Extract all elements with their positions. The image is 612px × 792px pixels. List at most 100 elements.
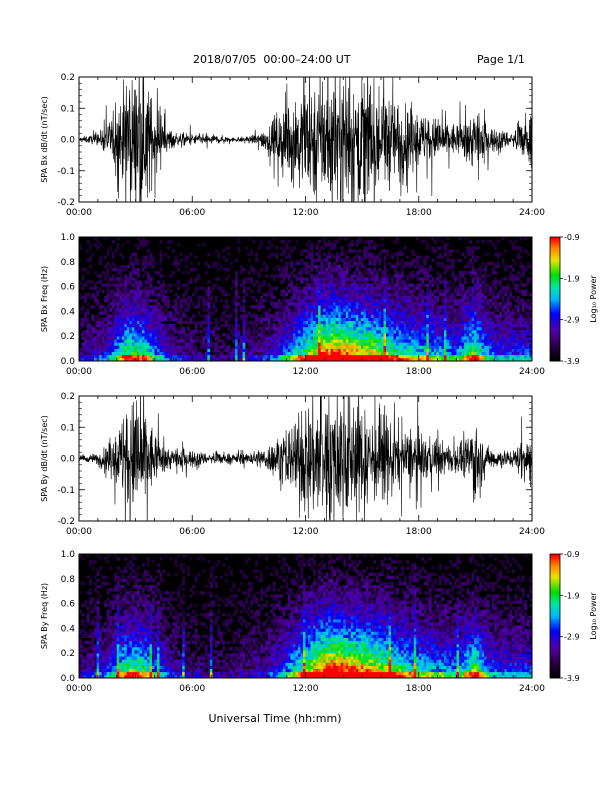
heatmap-cell bbox=[333, 246, 336, 250]
heatmap-cell bbox=[333, 240, 336, 244]
heatmap-cell bbox=[207, 339, 211, 343]
heatmap-cell bbox=[302, 339, 306, 343]
heatmap-cell bbox=[257, 289, 261, 294]
heatmap-cell bbox=[348, 295, 352, 300]
heatmap-cell bbox=[511, 330, 515, 334]
heatmap-cell bbox=[313, 323, 316, 328]
heatmap-cell bbox=[270, 342, 274, 346]
heatmap-cell bbox=[86, 258, 90, 263]
heatmap-cell bbox=[459, 317, 462, 321]
heatmap-cell bbox=[111, 240, 115, 244]
heatmap-cell bbox=[146, 274, 150, 278]
heatmap-cell bbox=[280, 240, 284, 244]
heatmap-cell bbox=[464, 326, 467, 331]
heatmap-cell bbox=[529, 305, 533, 309]
heatmap-cell bbox=[318, 280, 321, 284]
heatmap-cell bbox=[333, 283, 336, 287]
heatmap-cell bbox=[139, 351, 143, 356]
heatmap-cell bbox=[287, 302, 291, 306]
heatmap-cell bbox=[194, 305, 198, 309]
heatmap-cell bbox=[386, 351, 389, 356]
heatmap-cell bbox=[403, 302, 407, 306]
heatmap-cell bbox=[491, 317, 495, 321]
heatmap-cell bbox=[310, 258, 314, 263]
heatmap-cell bbox=[524, 292, 528, 297]
heatmap-cell bbox=[494, 345, 498, 349]
heatmap-cell bbox=[479, 330, 482, 334]
heatmap-cell bbox=[282, 357, 286, 362]
heatmap-cell bbox=[126, 280, 130, 284]
heatmap-cell bbox=[345, 268, 349, 272]
heatmap-cell bbox=[313, 292, 316, 297]
heatmap-cell bbox=[323, 283, 326, 287]
colorbar-step bbox=[550, 317, 560, 321]
heatmap-cell bbox=[235, 314, 238, 318]
heatmap-cell bbox=[421, 299, 425, 303]
heatmap-cell bbox=[247, 354, 251, 359]
heatmap-cell bbox=[350, 348, 354, 352]
heatmap-cell bbox=[305, 345, 309, 349]
heatmap-cell bbox=[159, 258, 163, 263]
heatmap-cell bbox=[187, 295, 191, 300]
heatmap-cell bbox=[144, 336, 148, 340]
heatmap-cell bbox=[403, 246, 407, 250]
heatmap-cell bbox=[416, 261, 420, 266]
heatmap-cell bbox=[325, 280, 329, 284]
heatmap-cell bbox=[151, 342, 155, 346]
heatmap-cell bbox=[302, 351, 306, 356]
heatmap-cell bbox=[305, 277, 309, 281]
heatmap-cell bbox=[464, 308, 467, 312]
heatmap-cell bbox=[501, 289, 505, 294]
heatmap-cell bbox=[489, 320, 493, 325]
heatmap-cell bbox=[353, 299, 357, 303]
heatmap-cell bbox=[292, 339, 296, 343]
heatmap-cell bbox=[481, 302, 485, 306]
heatmap-cell bbox=[255, 299, 258, 303]
heatmap-cell bbox=[86, 348, 90, 352]
heatmap-cell bbox=[459, 274, 462, 278]
heatmap-cell bbox=[240, 357, 243, 362]
heatmap-cell bbox=[318, 295, 321, 300]
heatmap-cell bbox=[469, 305, 472, 309]
heatmap-cell bbox=[416, 286, 420, 290]
heatmap-cell bbox=[335, 271, 339, 275]
heatmap-cell bbox=[91, 280, 95, 284]
heatmap-cell bbox=[297, 323, 301, 328]
heatmap-cell bbox=[348, 243, 352, 247]
heatmap-cell bbox=[375, 283, 379, 287]
heatmap-cell bbox=[169, 317, 173, 321]
heatmap-cell bbox=[396, 295, 399, 300]
heatmap-cell bbox=[262, 342, 266, 346]
heatmap-cell bbox=[265, 295, 269, 300]
heatmap-cell bbox=[277, 354, 281, 359]
heatmap-cell bbox=[121, 333, 125, 337]
heatmap-cell bbox=[418, 292, 422, 297]
heatmap-cell bbox=[104, 330, 107, 334]
heatmap-cell bbox=[169, 339, 173, 343]
heatmap-cell bbox=[479, 333, 482, 337]
heatmap-cell bbox=[524, 237, 528, 241]
heatmap-cell bbox=[496, 342, 500, 346]
heatmap-cell bbox=[519, 333, 523, 337]
heatmap-cell bbox=[373, 305, 377, 309]
heatmap-cell bbox=[313, 274, 316, 278]
heatmap-cell bbox=[506, 336, 510, 340]
heatmap-cell bbox=[104, 237, 107, 241]
heatmap-cell bbox=[260, 339, 264, 343]
heatmap-cell bbox=[393, 323, 397, 328]
heatmap-cell bbox=[99, 345, 102, 349]
heatmap-cell bbox=[169, 345, 173, 349]
x-tick-label: 00:00 bbox=[66, 208, 92, 218]
heatmap-cell bbox=[320, 299, 324, 303]
heatmap-cell bbox=[139, 302, 143, 306]
heatmap-cell bbox=[114, 314, 118, 318]
heatmap-cell bbox=[292, 314, 296, 318]
heatmap-cell bbox=[297, 292, 301, 297]
heatmap-cell bbox=[486, 302, 490, 306]
heatmap-cell bbox=[499, 336, 503, 340]
heatmap-cell bbox=[219, 354, 223, 359]
heatmap-cell bbox=[396, 299, 399, 303]
heatmap-cell bbox=[360, 289, 364, 294]
heatmap-cell bbox=[242, 333, 246, 337]
heatmap-cell bbox=[159, 283, 163, 287]
